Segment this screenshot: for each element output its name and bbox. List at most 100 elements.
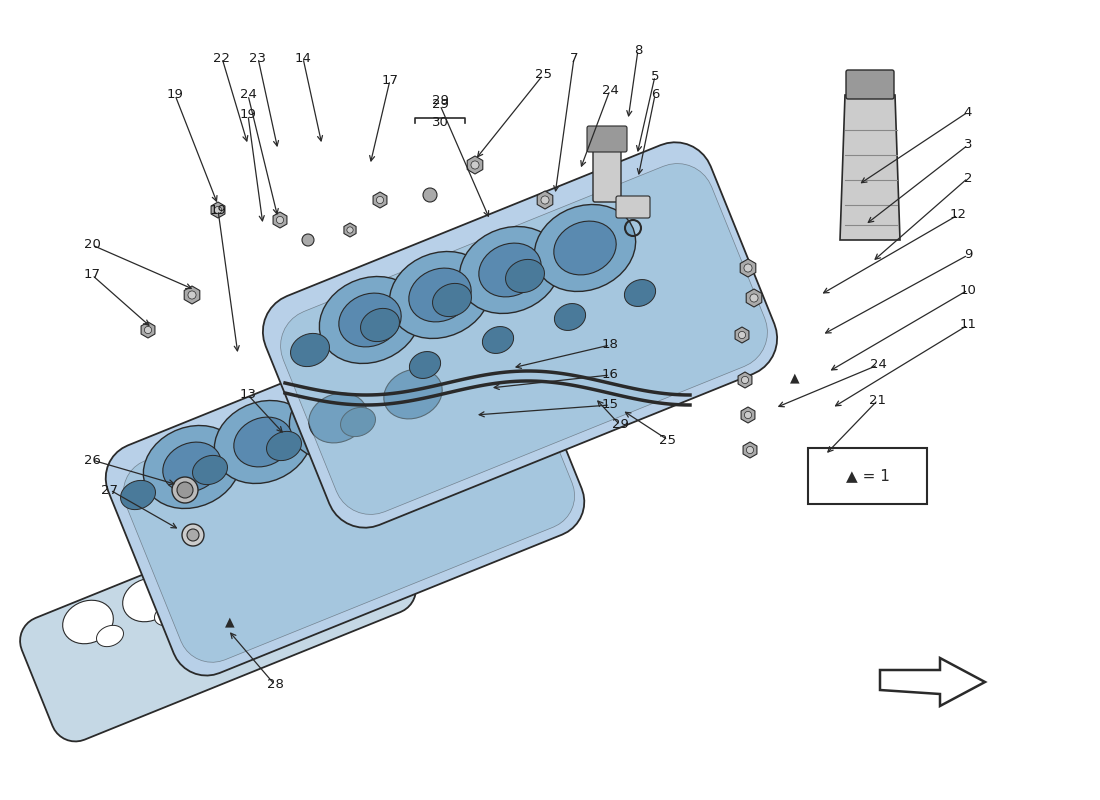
Polygon shape <box>211 202 224 218</box>
FancyBboxPatch shape <box>808 448 927 504</box>
Circle shape <box>424 188 437 202</box>
Text: 12: 12 <box>949 209 967 222</box>
Polygon shape <box>221 582 249 602</box>
Circle shape <box>144 326 152 334</box>
Polygon shape <box>537 191 553 209</box>
Polygon shape <box>735 327 749 343</box>
Text: 24: 24 <box>870 358 887 371</box>
Text: 25: 25 <box>660 434 676 446</box>
Polygon shape <box>141 322 155 338</box>
Polygon shape <box>63 600 113 644</box>
Polygon shape <box>273 212 287 228</box>
Polygon shape <box>344 223 356 237</box>
Polygon shape <box>740 259 756 277</box>
Text: 30: 30 <box>431 115 449 129</box>
Polygon shape <box>324 512 375 556</box>
Polygon shape <box>359 536 385 558</box>
Polygon shape <box>625 279 656 306</box>
Circle shape <box>172 477 198 503</box>
Polygon shape <box>840 95 900 240</box>
Text: 22: 22 <box>213 51 231 65</box>
Text: 27: 27 <box>101 483 119 497</box>
Polygon shape <box>121 480 155 510</box>
Polygon shape <box>738 372 752 388</box>
Circle shape <box>541 196 549 204</box>
Text: 25: 25 <box>535 69 551 82</box>
Polygon shape <box>554 303 585 330</box>
Polygon shape <box>361 308 399 342</box>
Polygon shape <box>280 163 768 514</box>
Polygon shape <box>163 442 221 492</box>
Text: 17: 17 <box>382 74 398 86</box>
Polygon shape <box>214 401 311 483</box>
Polygon shape <box>409 351 441 378</box>
Polygon shape <box>106 305 584 675</box>
Polygon shape <box>409 268 471 322</box>
Text: 6: 6 <box>651 89 659 102</box>
Polygon shape <box>432 283 472 317</box>
Text: 26: 26 <box>84 454 100 466</box>
Polygon shape <box>468 156 483 174</box>
Circle shape <box>738 331 746 338</box>
Circle shape <box>471 161 480 169</box>
Polygon shape <box>880 658 984 706</box>
Polygon shape <box>319 277 420 363</box>
Text: 3: 3 <box>964 138 972 151</box>
FancyBboxPatch shape <box>846 70 894 99</box>
Polygon shape <box>263 142 777 528</box>
Polygon shape <box>257 534 308 578</box>
Text: ▲ = 1: ▲ = 1 <box>846 469 890 483</box>
Polygon shape <box>234 417 293 467</box>
Text: 19: 19 <box>166 89 184 102</box>
Polygon shape <box>741 407 755 423</box>
Circle shape <box>376 196 384 204</box>
Text: 16: 16 <box>602 369 618 382</box>
Text: 10: 10 <box>959 283 977 297</box>
Text: 24: 24 <box>240 89 256 102</box>
Circle shape <box>744 264 752 272</box>
Text: 24: 24 <box>602 83 618 97</box>
Polygon shape <box>384 369 442 419</box>
Circle shape <box>302 234 313 246</box>
Text: 11: 11 <box>959 318 977 331</box>
Polygon shape <box>123 578 174 622</box>
Circle shape <box>745 411 751 418</box>
Polygon shape <box>393 491 443 534</box>
Text: 21: 21 <box>869 394 887 406</box>
Text: 23: 23 <box>250 51 266 65</box>
Text: ▲: ▲ <box>790 371 800 385</box>
Text: 18: 18 <box>602 338 618 351</box>
Polygon shape <box>309 393 367 443</box>
Polygon shape <box>339 293 402 347</box>
Polygon shape <box>744 442 757 458</box>
Polygon shape <box>478 243 541 297</box>
Circle shape <box>214 206 221 214</box>
FancyBboxPatch shape <box>587 126 627 152</box>
Polygon shape <box>192 455 228 485</box>
Polygon shape <box>289 377 387 459</box>
Polygon shape <box>483 326 514 354</box>
Text: 5: 5 <box>651 70 659 82</box>
Text: 13: 13 <box>240 389 256 402</box>
Text: 7: 7 <box>570 51 579 65</box>
Circle shape <box>177 482 192 498</box>
Circle shape <box>188 291 196 299</box>
Text: 19: 19 <box>210 203 227 217</box>
Text: 29: 29 <box>431 94 449 106</box>
Text: ▲: ▲ <box>226 615 234 629</box>
Polygon shape <box>341 407 375 437</box>
Polygon shape <box>554 221 616 275</box>
Polygon shape <box>184 286 200 304</box>
Circle shape <box>346 227 353 233</box>
Polygon shape <box>123 326 574 662</box>
Polygon shape <box>154 604 182 626</box>
Polygon shape <box>389 251 491 338</box>
Polygon shape <box>746 289 762 307</box>
Polygon shape <box>266 431 301 461</box>
Text: 4: 4 <box>964 106 972 118</box>
Polygon shape <box>97 626 123 646</box>
Polygon shape <box>289 558 317 580</box>
Text: 2: 2 <box>964 171 972 185</box>
Circle shape <box>741 376 749 384</box>
Text: 20: 20 <box>84 238 100 251</box>
